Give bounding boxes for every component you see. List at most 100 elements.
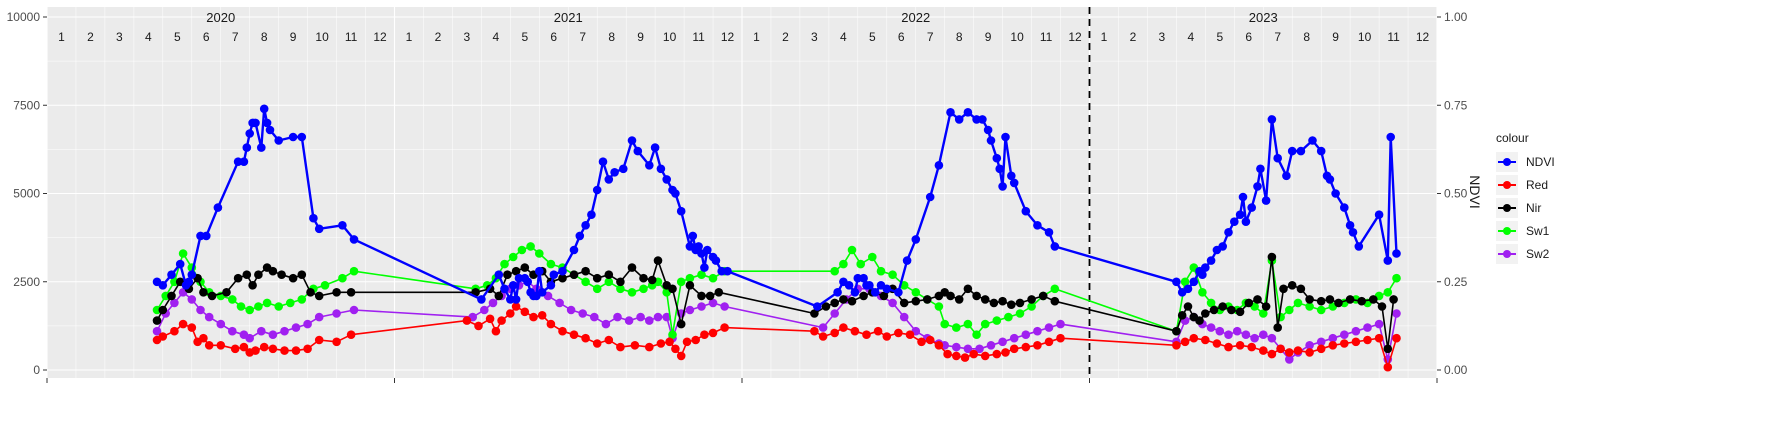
series-red-point [894,328,903,338]
series-nir-point [277,270,286,280]
series-sw1-point [1050,284,1060,294]
series-sw1-point [856,259,865,269]
series-sw2-point [1215,326,1225,336]
series-ndvi-point [1198,270,1207,280]
series-sw1-point [1316,305,1326,315]
series-ndvi-point [549,270,559,280]
facet-month-label: 4 [493,30,500,44]
series-nir-point [1015,298,1025,308]
series-nir-point [314,291,324,301]
series-ndvi-point [1230,217,1239,226]
series-sw2-point [636,312,645,322]
series-nir-point [167,291,176,301]
series-ndvi-point [1241,217,1251,226]
series-ndvi-point [184,277,194,287]
series-sw2-point [720,302,729,311]
series-nir-point [1389,295,1398,304]
series-sw2-point [986,341,996,350]
series-ndvi-point [1172,277,1181,287]
series-red-point [346,330,356,340]
series-sw2-point [685,305,695,315]
y-left-tick-label: 2500 [13,275,40,289]
series-nir [152,252,1398,354]
series-red-point [676,351,686,361]
series-ndvi-point [983,125,993,135]
series-ndvi-point [1247,203,1256,212]
series-sw1-point [262,298,272,308]
facet-month-label: 2 [782,30,789,44]
facet-month-label: 7 [579,30,586,44]
series-ndvi-point [598,157,608,166]
series-ndvi-point [259,104,269,114]
series-red-point [314,335,324,345]
series-nir-point [911,296,921,306]
series-sw2-point [697,302,706,311]
series-nir-point [494,291,504,301]
series-ndvi-point [650,143,660,152]
series-sw2-point [228,326,237,336]
legend-key-point [1503,227,1511,235]
series-nir-point [152,316,162,325]
facet-month-label: 7 [1274,30,1281,44]
series-ndvi-point [158,281,168,290]
series-ndvi-point [1348,228,1358,237]
facet-year-label: 2023 [1249,10,1278,25]
series-sw1-point [963,319,973,329]
facet-month-label: 10 [663,30,677,44]
series-red-point [1009,344,1019,354]
y-axis-left: 0 2500 5000 7500 10000 [7,10,47,377]
series-sw2-point [204,312,214,322]
series-ndvi-point [1050,242,1060,251]
series-sw1-point [500,259,509,269]
series-nir-point [1027,295,1036,304]
series-sw2-point [349,305,359,315]
series-sw2 [152,277,1401,364]
x-axis [46,378,1438,383]
series-sw1-point [535,249,544,258]
series-nir-point [627,263,637,272]
legend-item-label: NDVI [1526,155,1555,169]
facet-month-label: 8 [1303,30,1310,44]
series-ndvi-point [662,175,671,184]
series-nir-point [998,296,1007,306]
legend[interactable]: colour NDVI Red Nir Sw1 Sw2 [1496,131,1555,264]
series-sw1-point [685,273,695,283]
facet-year-label: 2021 [554,10,583,25]
series-nir-point [1227,305,1236,315]
series-sw2-point [170,298,179,308]
facet-month-label: 11 [345,30,358,44]
series-red-point [720,323,729,332]
legend-item-sw2: Sw2 [1496,244,1550,264]
series-red-point [1021,342,1031,352]
series-nir-point [616,277,625,287]
series-red-point [268,344,278,354]
series-red-point [1001,348,1010,357]
series-ndvi-point [934,161,944,170]
series-ndvi-point [537,288,547,297]
facet-month-label: 10 [1358,30,1372,44]
series-sw1-point [934,302,944,311]
series-red-point [581,333,590,343]
series-nir-point [847,296,857,306]
legend-item-label: Red [1526,178,1548,192]
series-nir-point [954,295,964,304]
series-red-point [1363,335,1372,345]
series-red-point [671,344,680,354]
series-sw1-point [581,277,590,287]
series-sw1-point [1004,312,1013,322]
series-nir-point [199,288,208,297]
series-sw2-point [566,305,576,315]
series-ndvi-point [954,115,964,124]
series-sw1-point [952,323,961,332]
series-sw2-point [708,298,718,308]
series-red-point [1392,333,1401,343]
series-red-point [839,323,848,332]
series-ndvi-point [911,235,921,244]
series-red-point [1340,339,1349,348]
series-ndvi-point [1383,256,1393,265]
series-sw1-point [1293,298,1303,308]
series-ndvi-point [703,245,712,255]
facet-month-label: 2 [87,30,94,44]
facet-month-label: 3 [464,30,471,44]
